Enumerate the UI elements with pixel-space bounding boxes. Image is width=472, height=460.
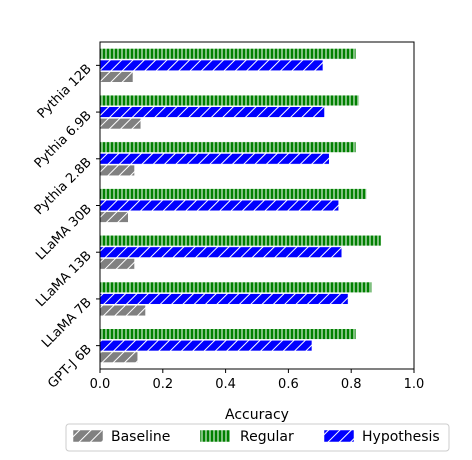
x-tick-label: 0.2	[152, 377, 173, 392]
legend-label-baseline: Baseline	[111, 429, 170, 445]
x-tick-label: 1.0	[404, 377, 425, 392]
bar-hypothesis-pythia-2-8b	[99, 153, 330, 165]
bars-layer	[99, 48, 382, 363]
bar-hypothesis-pythia-12b	[99, 59, 324, 71]
legend-label-regular: Regular	[240, 429, 294, 445]
x-tick-label: 0.0	[90, 377, 111, 392]
legend-swatch-baseline	[72, 429, 104, 443]
legend: Baseline Regular Hypothesis	[65, 423, 450, 452]
bar-hypothesis-pythia-6-9b	[99, 106, 325, 118]
x-axis-title: Accuracy	[225, 407, 289, 423]
legend-label-hypothesis: Hypothesis	[362, 429, 440, 445]
bar-hypothesis-llama-30b	[99, 199, 339, 212]
bar-baseline-pythia-2-8b	[99, 164, 135, 176]
bar-regular-llama-13b	[99, 235, 382, 247]
x-tick-label: 0.6	[278, 377, 299, 392]
bar-baseline-gpt-j-6b	[99, 351, 138, 363]
y-tick-label: GPT-J 6B	[45, 342, 95, 392]
bar-hypothesis-llama-13b	[99, 246, 343, 258]
legend-swatch-regular	[199, 429, 231, 443]
legend-swatch-hypothesis	[323, 429, 355, 443]
bar-regular-pythia-2-8b	[99, 141, 357, 153]
x-tick-label: 0.8	[341, 377, 362, 392]
bar-regular-llama-30b	[99, 188, 368, 200]
bar-baseline-pythia-12b	[99, 71, 134, 83]
bar-regular-pythia-12b	[99, 48, 357, 60]
x-tick-label: 0.4	[215, 377, 236, 392]
bar-regular-llama-7b	[99, 281, 372, 293]
bar-baseline-pythia-6-9b	[99, 118, 142, 130]
bar-hypothesis-llama-7b	[99, 293, 349, 305]
bar-regular-pythia-6-9b	[99, 94, 360, 107]
bar-baseline-llama-30b	[99, 211, 129, 223]
bar-baseline-llama-7b	[99, 304, 146, 317]
x-axis: 0.0 0.2 0.4 0.6 0.8 1.0	[90, 369, 425, 392]
bar-regular-gpt-j-6b	[99, 328, 357, 340]
bar-baseline-llama-13b	[99, 258, 135, 270]
bar-hypothesis-gpt-j-6b	[99, 340, 313, 352]
